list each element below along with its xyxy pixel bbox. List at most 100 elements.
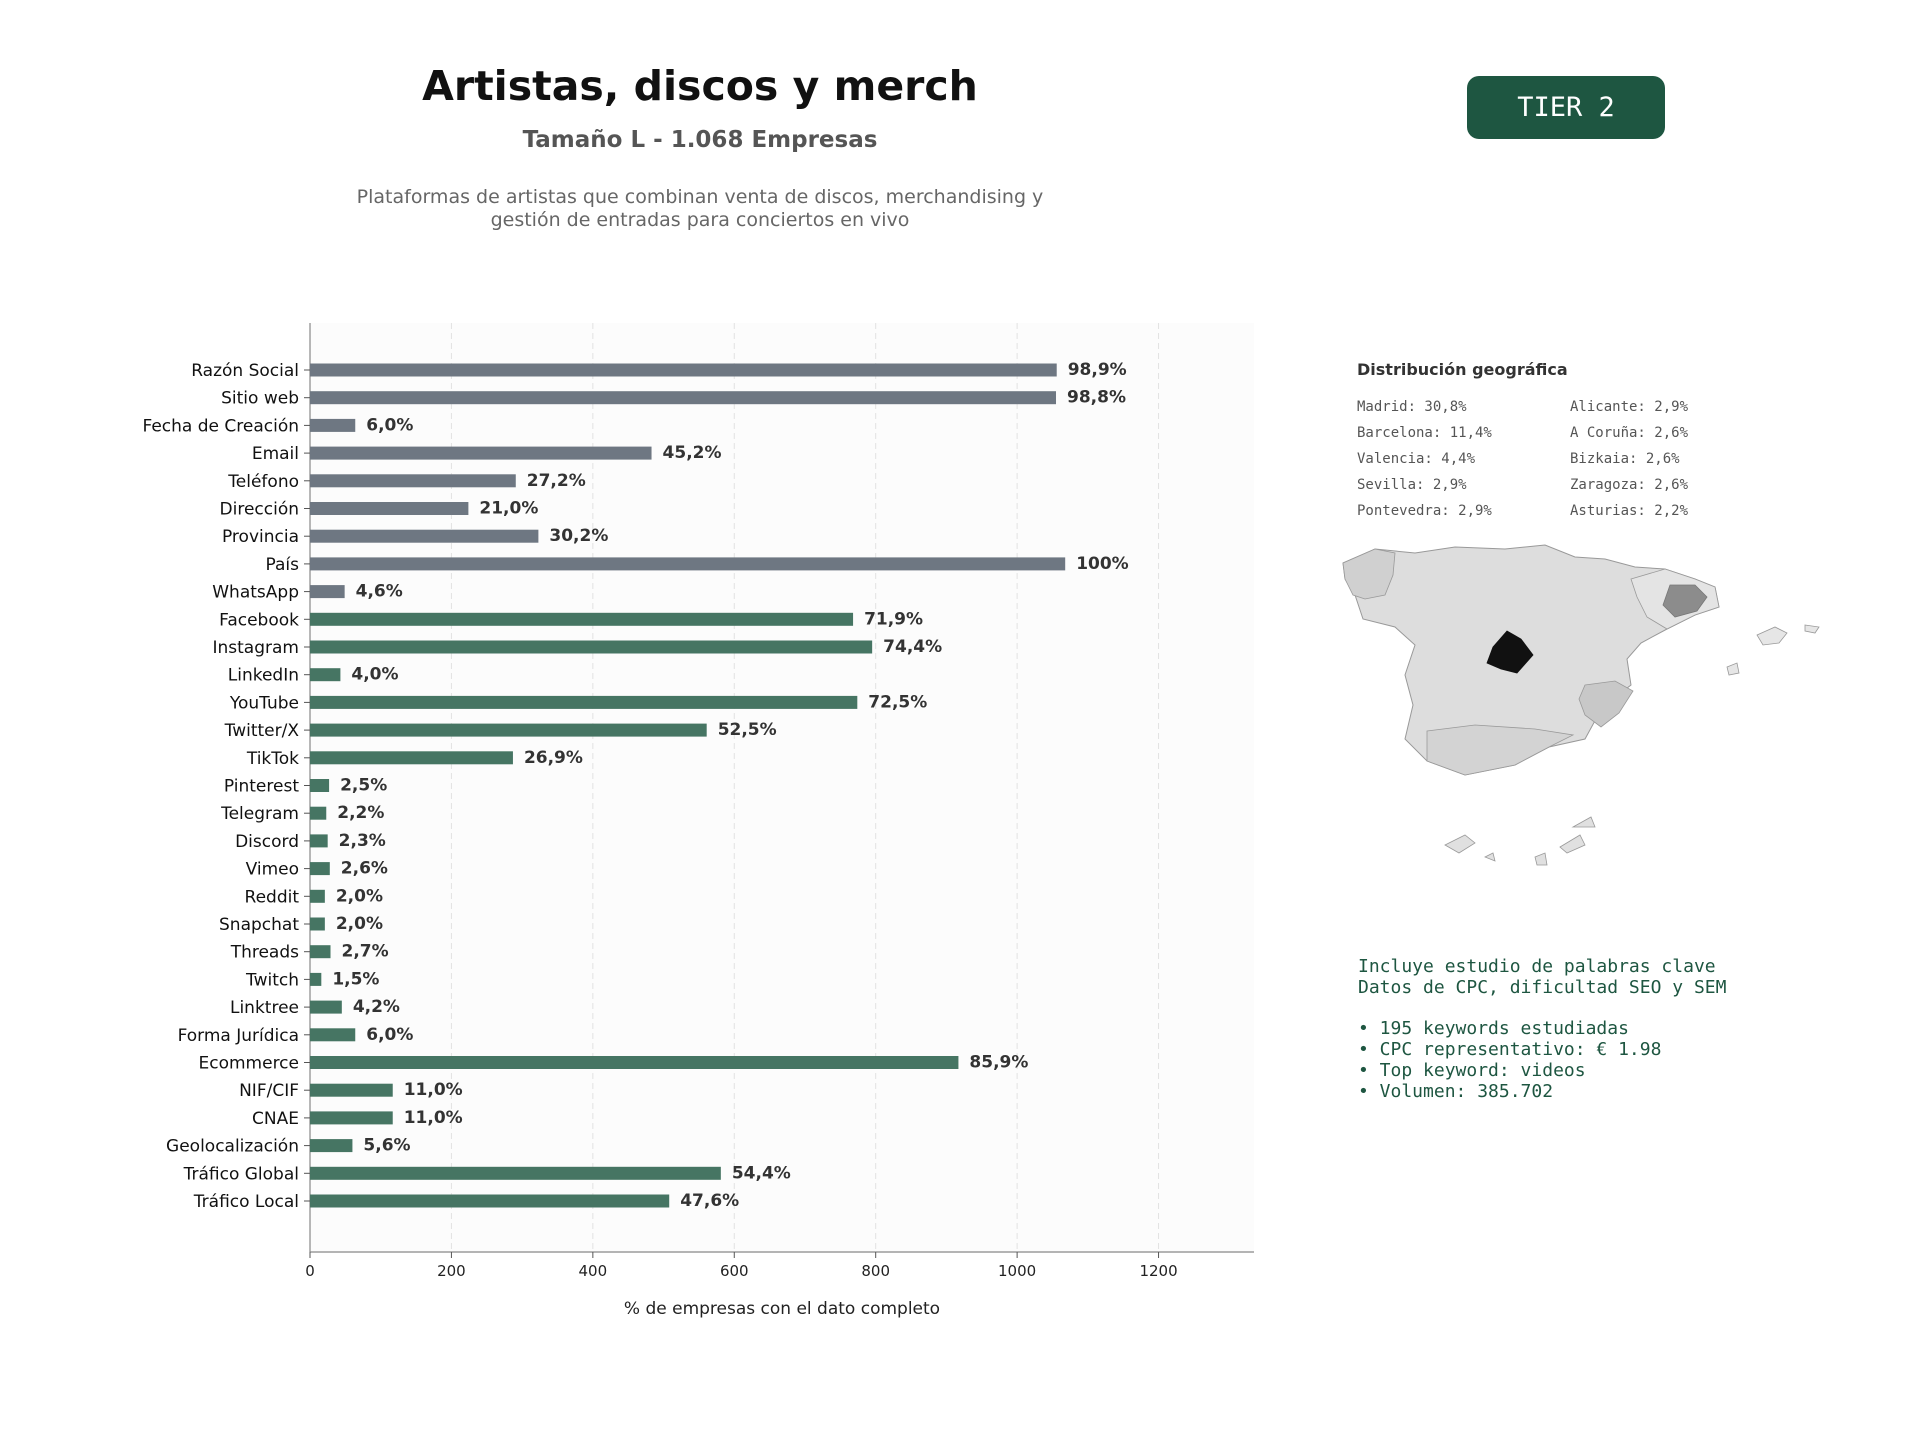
value-label: 52,5% bbox=[718, 720, 777, 740]
value-label: 98,8% bbox=[1067, 388, 1126, 408]
geo-item: Madrid: 30,8% bbox=[1357, 399, 1467, 415]
category-label: YouTube bbox=[229, 693, 299, 713]
category-label: Geolocalización bbox=[166, 1137, 299, 1157]
x-tick-label: 1000 bbox=[998, 1262, 1036, 1280]
bar bbox=[310, 945, 331, 959]
category-label: Tráfico Global bbox=[183, 1164, 299, 1184]
category-label: País bbox=[266, 555, 300, 575]
bar bbox=[310, 502, 469, 515]
bar bbox=[310, 806, 327, 820]
value-label: 85,9% bbox=[969, 1053, 1028, 1073]
keywords-line: Incluye estudio de palabras clave bbox=[1358, 956, 1716, 977]
value-label: 4,2% bbox=[353, 997, 400, 1017]
category-label: Telegram bbox=[220, 804, 299, 824]
category-label: CNAE bbox=[252, 1109, 299, 1129]
map-balearic-ibiza bbox=[1726, 662, 1740, 676]
map-galicia bbox=[1342, 548, 1396, 600]
value-label: 98,9% bbox=[1068, 360, 1127, 380]
map-andalucia bbox=[1426, 724, 1575, 776]
value-label: 2,0% bbox=[336, 914, 383, 934]
value-label: 5,6% bbox=[363, 1136, 410, 1156]
bar bbox=[310, 751, 513, 765]
map-mainland bbox=[1342, 544, 1720, 776]
value-label: 45,2% bbox=[663, 443, 722, 463]
keywords-panel: Incluye estudio de palabras clave Datos … bbox=[1358, 956, 1726, 1102]
value-label: 100% bbox=[1076, 554, 1129, 574]
bar bbox=[310, 585, 345, 599]
tier-badge: TIER 2 bbox=[1467, 76, 1665, 139]
x-tick-label: 800 bbox=[861, 1262, 890, 1280]
geo-item: Pontevedra: 2,9% bbox=[1357, 503, 1492, 519]
category-label: Dirección bbox=[220, 500, 299, 520]
bar bbox=[310, 1111, 393, 1125]
keywords-line: Datos de CPC, dificultad SEO y SEM bbox=[1358, 977, 1727, 998]
category-label: Forma Jurídica bbox=[178, 1026, 299, 1046]
bar bbox=[310, 557, 1066, 571]
map-barcelona bbox=[1662, 584, 1708, 618]
value-label: 1,5% bbox=[332, 969, 379, 989]
category-label: Email bbox=[252, 444, 299, 464]
value-label: 2,6% bbox=[341, 859, 388, 879]
bar bbox=[310, 612, 854, 626]
description-line: Plataformas de artistas que combinan ven… bbox=[356, 186, 1044, 208]
page-description: Plataformas de artistas que combinan ven… bbox=[260, 186, 1140, 232]
x-axis-label: % de empresas con el dato completo bbox=[624, 1299, 940, 1319]
category-label: Sitio web bbox=[221, 389, 299, 409]
page-subtitle: Tamaño L - 1.068 Empresas bbox=[522, 127, 878, 153]
value-label: 4,0% bbox=[351, 665, 398, 685]
value-label: 26,9% bbox=[524, 748, 583, 768]
map-balearic-mallorca bbox=[1756, 626, 1788, 646]
category-label: NIF/CIF bbox=[239, 1081, 299, 1101]
bar bbox=[310, 529, 539, 543]
keywords-bullet: • Top keyword: videos bbox=[1358, 1060, 1586, 1081]
bar bbox=[310, 917, 325, 931]
map-valencia bbox=[1578, 680, 1634, 728]
value-label: 30,2% bbox=[549, 526, 608, 546]
geo-item: Bizkaia: 2,6% bbox=[1570, 451, 1680, 467]
value-label: 6,0% bbox=[366, 415, 413, 435]
geo-item: A Coruña: 2,6% bbox=[1570, 425, 1689, 441]
value-label: 4,6% bbox=[356, 582, 403, 602]
category-label: Tráfico Local bbox=[193, 1192, 299, 1212]
category-label: Twitter/X bbox=[224, 721, 300, 741]
category-label: Pinterest bbox=[224, 777, 299, 797]
category-label: Facebook bbox=[219, 610, 299, 630]
value-label: 47,6% bbox=[680, 1191, 739, 1211]
value-label: 71,9% bbox=[864, 609, 923, 629]
category-label: Twitch bbox=[245, 970, 299, 990]
map-balearic-menorca bbox=[1804, 624, 1820, 634]
category-label: Fecha de Creación bbox=[142, 416, 299, 436]
bar bbox=[310, 695, 858, 709]
description-line: gestión de entradas para conciertos en v… bbox=[490, 209, 910, 231]
bar bbox=[310, 834, 328, 848]
bar bbox=[310, 779, 330, 792]
category-label: Ecommerce bbox=[199, 1054, 300, 1074]
keywords-bullet: • Volumen: 385.702 bbox=[1358, 1081, 1554, 1102]
bar bbox=[310, 1056, 959, 1069]
category-label: Teléfono bbox=[227, 472, 299, 492]
geo-item: Asturias: 2,2% bbox=[1570, 503, 1689, 519]
keywords-bullet: • 195 keywords estudiadas bbox=[1358, 1018, 1629, 1039]
bar bbox=[310, 1000, 342, 1014]
value-label: 11,0% bbox=[404, 1108, 463, 1128]
x-tick-label: 600 bbox=[720, 1262, 749, 1280]
value-label: 2,3% bbox=[339, 831, 386, 851]
bar bbox=[310, 889, 325, 903]
bar bbox=[310, 1194, 670, 1208]
value-label: 72,5% bbox=[868, 692, 927, 712]
bar bbox=[310, 1028, 356, 1042]
value-label: 6,0% bbox=[366, 1025, 413, 1045]
bar bbox=[310, 1166, 721, 1180]
bar bbox=[310, 640, 873, 654]
value-label: 2,7% bbox=[342, 942, 389, 962]
category-label: LinkedIn bbox=[228, 666, 299, 686]
map-canary-islands bbox=[1444, 816, 1596, 866]
x-tick-label: 0 bbox=[305, 1262, 315, 1280]
category-label: Provincia bbox=[222, 527, 299, 547]
bar bbox=[310, 363, 1057, 377]
bar bbox=[310, 668, 341, 682]
bar bbox=[310, 391, 1057, 405]
x-tick-label: 400 bbox=[579, 1262, 608, 1280]
value-label: 74,4% bbox=[883, 637, 942, 657]
